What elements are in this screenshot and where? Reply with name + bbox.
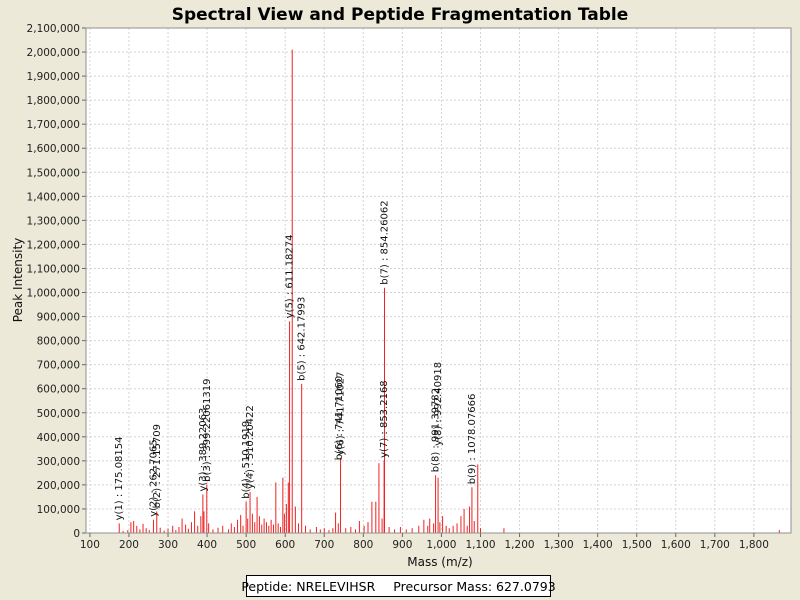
y-tick-label: 500,000 xyxy=(37,408,80,420)
y-tick-label: 600,000 xyxy=(37,384,80,396)
x-tick-label: 500 xyxy=(236,539,256,551)
x-tick-label: 1,200 xyxy=(505,539,535,551)
x-tick-label: 1,600 xyxy=(661,539,691,551)
peak-annotation: b(3) : 399.22061319 xyxy=(202,378,213,481)
peptide-label: Peptide: NRELEVIHSR xyxy=(241,578,376,594)
peak-annotation: b(2) : 271.15709 xyxy=(152,424,163,508)
y-tick-label: 2,100,000 xyxy=(27,23,80,35)
x-tick-label: 1,500 xyxy=(622,539,652,551)
x-tick-label: 1,700 xyxy=(700,539,730,551)
x-tick-label: 1,400 xyxy=(583,539,613,551)
y-tick-label: 1,900,000 xyxy=(27,71,80,83)
y-tick-label: 900,000 xyxy=(37,312,80,324)
y-tick-label: 300,000 xyxy=(37,456,80,468)
x-tick-label: 1,300 xyxy=(544,539,574,551)
y-tick-label: 1,400,000 xyxy=(27,191,80,203)
x-tick-label: 300 xyxy=(158,539,178,551)
y-tick-label: 1,100,000 xyxy=(27,263,80,275)
peak-annotation: b(8) : 991.39782 xyxy=(431,388,442,472)
y-tick-label: 1,500,000 xyxy=(27,167,80,179)
x-tick-label: 1,100 xyxy=(465,539,495,551)
peak-annotation: y(1) : 175.08154 xyxy=(114,436,125,520)
peak-annotation: y(2) : 262.7065 xyxy=(148,439,159,517)
x-tick-label: 200 xyxy=(119,539,139,551)
peak-annotation: b(9) : 1078.07666 xyxy=(467,394,478,485)
plot-frame xyxy=(85,27,792,534)
y-tick-label: 1,200,000 xyxy=(27,239,80,251)
precursor-mass-label: Precursor Mass: 627.0793 xyxy=(393,578,556,594)
peak-annotation: y(6) : 741.71027 xyxy=(336,372,347,456)
x-tick-label: 900 xyxy=(392,539,412,551)
x-tick-label: 1,000 xyxy=(426,539,456,551)
peak-annotation: b(4) : 510.1919 xyxy=(241,421,252,499)
y-tick-label: 200,000 xyxy=(37,480,80,492)
y-tick-label: 2,000,000 xyxy=(27,47,80,59)
x-axis-label: Mass (m/z) xyxy=(407,555,472,569)
y-tick-label: 0 xyxy=(73,528,80,540)
peak-annotation: b(5) : 642.17993 xyxy=(297,297,308,381)
chart-title: Spectral View and Peptide Fragmentation … xyxy=(172,5,629,25)
peak-annotation: b(7) : 854.26062 xyxy=(380,200,391,284)
peak-annotation: y(4) : 510.20422 xyxy=(245,405,256,489)
peak-annotation: b(6) : 741.71060 xyxy=(334,376,345,460)
x-tick-label: 100 xyxy=(80,539,100,551)
y-tick-label: 400,000 xyxy=(37,432,80,444)
y-tick-label: 1,800,000 xyxy=(27,95,80,107)
x-tick-label: 600 xyxy=(275,539,295,551)
y-tick-label: 800,000 xyxy=(37,336,80,348)
peak-annotation: y(8) : 992.40918 xyxy=(433,362,444,446)
y-tick-label: 100,000 xyxy=(37,504,80,516)
y-tick-label: 1,700,000 xyxy=(27,119,80,131)
peptide-info-box: Peptide: NRELEVIHSR Precursor Mass: 627.… xyxy=(241,575,556,597)
x-tick-label: 700 xyxy=(314,539,334,551)
y-tick-label: 700,000 xyxy=(37,360,80,372)
y-axis-label: Peak Intensity xyxy=(11,238,25,323)
y-tick-label: 1,000,000 xyxy=(27,288,80,300)
peak-annotation: y(7) : 853.2168 xyxy=(379,380,390,458)
peak-annotation: y(3) : 389.22063 xyxy=(198,408,209,492)
y-tick-label: 1,600,000 xyxy=(27,143,80,155)
x-tick-label: 400 xyxy=(197,539,217,551)
y-tick-label: 1,300,000 xyxy=(27,215,80,227)
x-tick-label: 1,800 xyxy=(739,539,769,551)
plot-area xyxy=(86,28,791,533)
x-tick-label: 800 xyxy=(353,539,373,551)
peak-annotation: y(5) : 611.18274 xyxy=(285,234,296,318)
